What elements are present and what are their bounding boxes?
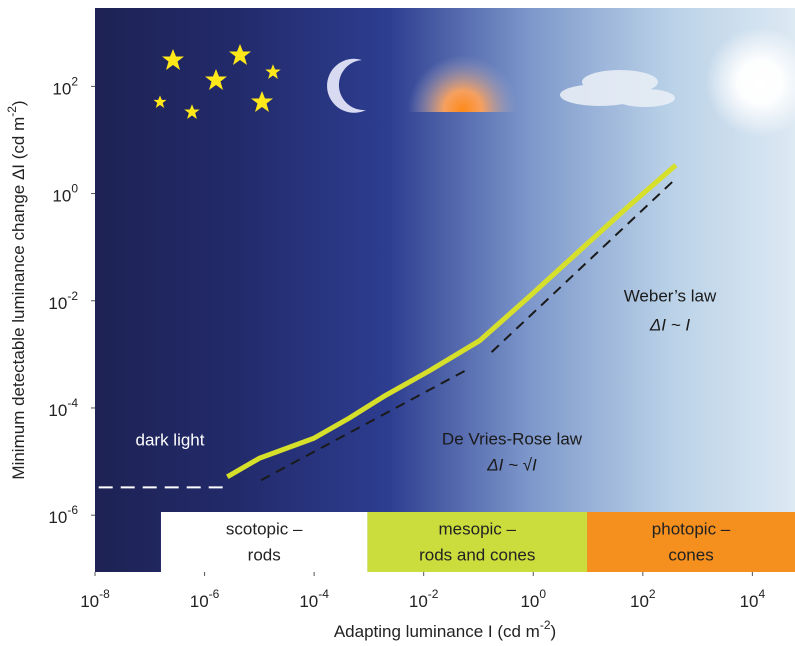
region-band [587, 512, 795, 572]
x-tick-label: 10-8 [80, 587, 110, 611]
region-label: mesopic – [439, 519, 517, 538]
x-tick-label: 10-4 [299, 587, 329, 611]
y-axis-title: Minimum detectable luminance change ΔI (… [5, 100, 28, 479]
x-axis-title: Adapting luminance I (cd m-2) [334, 618, 556, 641]
x-tick-label: 10-2 [409, 587, 439, 611]
region-band [367, 512, 588, 572]
clouds [560, 70, 675, 107]
annotation: Weber’s law [624, 286, 717, 305]
y-tick-label: 10-2 [48, 289, 78, 313]
region-label: rods [248, 545, 281, 564]
y-tick-label: 102 [52, 75, 78, 99]
series-line [226, 163, 678, 479]
x-tick-label: 104 [740, 587, 766, 611]
y-tick-label: 10-6 [48, 503, 78, 527]
x-tick-label: 10-6 [190, 587, 220, 611]
region-label: scotopic – [226, 519, 303, 538]
sun [705, 27, 795, 137]
region-label: rods and cones [419, 545, 535, 564]
x-tick-label: 100 [520, 587, 546, 611]
y-tick-label: 10-4 [48, 396, 78, 420]
icons [153, 27, 795, 137]
sunset [408, 55, 518, 112]
region-band [160, 512, 368, 572]
annotation: De Vries-Rose law [442, 429, 583, 448]
annotation: ΔI ~ I [649, 315, 691, 334]
stars [153, 44, 281, 119]
y-tick-label: 100 [52, 182, 78, 206]
annotation: dark light [136, 430, 205, 449]
series-line [260, 177, 677, 482]
annotation: ΔI ~ √I [486, 455, 537, 474]
region-label: photopic – [652, 519, 731, 538]
x-tick-label: 102 [630, 587, 656, 611]
moon [327, 58, 366, 113]
region-label: cones [668, 545, 713, 564]
